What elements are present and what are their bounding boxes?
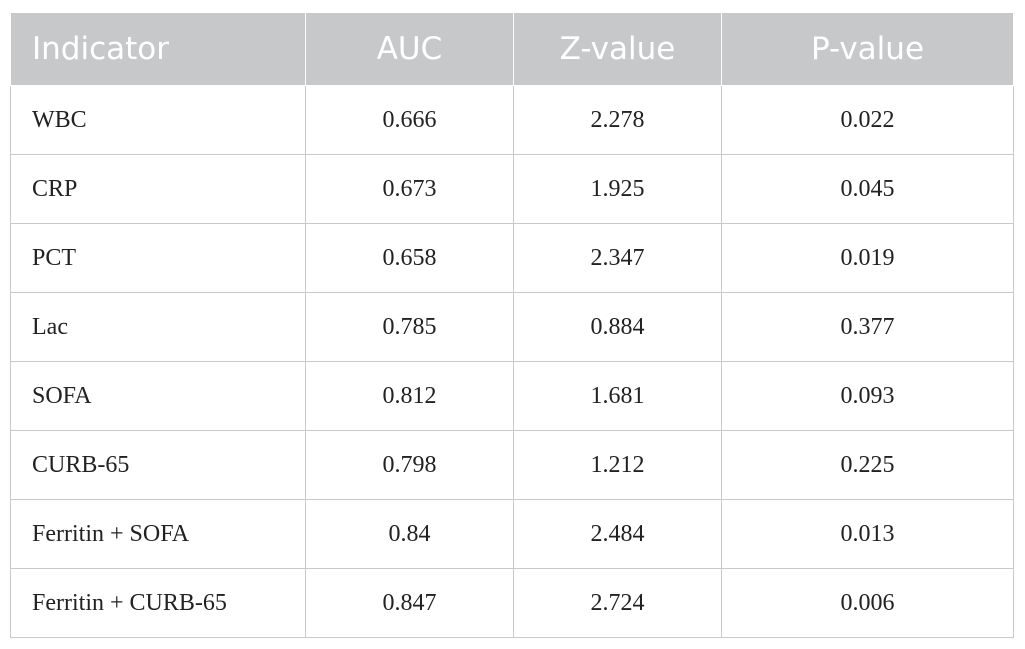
cell-auc: 0.798 bbox=[305, 430, 514, 500]
cell-auc: 0.812 bbox=[305, 361, 514, 431]
table-row: SOFA 0.812 1.681 0.093 bbox=[10, 361, 1014, 431]
cell-indicator: SOFA bbox=[10, 361, 306, 431]
cell-auc: 0.658 bbox=[305, 223, 514, 293]
cell-p-value: 0.377 bbox=[721, 292, 1014, 362]
cell-p-value: 0.022 bbox=[721, 85, 1014, 155]
cell-p-value: 0.019 bbox=[721, 223, 1014, 293]
header-auc: AUC bbox=[305, 12, 514, 86]
header-row: Indicator AUC Z-value P-value bbox=[10, 12, 1014, 86]
table-row: CRP 0.673 1.925 0.045 bbox=[10, 154, 1014, 224]
header-p-value: P-value bbox=[721, 12, 1014, 86]
table-row: Ferritin + CURB-65 0.847 2.724 0.006 bbox=[10, 568, 1014, 638]
table-header: Indicator AUC Z-value P-value bbox=[10, 12, 1014, 86]
cell-indicator: Ferritin + CURB-65 bbox=[10, 568, 306, 638]
cell-auc: 0.785 bbox=[305, 292, 514, 362]
header-indicator: Indicator bbox=[10, 12, 306, 86]
cell-z-value: 1.212 bbox=[513, 430, 722, 500]
cell-p-value: 0.225 bbox=[721, 430, 1014, 500]
cell-z-value: 2.347 bbox=[513, 223, 722, 293]
table-body: WBC 0.666 2.278 0.022 CRP 0.673 1.925 0.… bbox=[10, 85, 1014, 638]
cell-auc: 0.666 bbox=[305, 85, 514, 155]
table-row: CURB-65 0.798 1.212 0.225 bbox=[10, 430, 1014, 500]
cell-z-value: 2.278 bbox=[513, 85, 722, 155]
data-table-container: Indicator AUC Z-value P-value WBC 0.666 … bbox=[10, 12, 1014, 638]
cell-auc: 0.673 bbox=[305, 154, 514, 224]
table-row: WBC 0.666 2.278 0.022 bbox=[10, 85, 1014, 155]
cell-p-value: 0.093 bbox=[721, 361, 1014, 431]
cell-indicator: PCT bbox=[10, 223, 306, 293]
table-row: PCT 0.658 2.347 0.019 bbox=[10, 223, 1014, 293]
cell-z-value: 1.681 bbox=[513, 361, 722, 431]
cell-p-value: 0.006 bbox=[721, 568, 1014, 638]
cell-indicator: Lac bbox=[10, 292, 306, 362]
auc-comparison-table: Indicator AUC Z-value P-value WBC 0.666 … bbox=[10, 12, 1014, 638]
cell-z-value: 2.724 bbox=[513, 568, 722, 638]
cell-indicator: CRP bbox=[10, 154, 306, 224]
cell-indicator: Ferritin + SOFA bbox=[10, 499, 306, 569]
cell-indicator: WBC bbox=[10, 85, 306, 155]
cell-z-value: 1.925 bbox=[513, 154, 722, 224]
header-z-value: Z-value bbox=[513, 12, 722, 86]
cell-auc: 0.84 bbox=[305, 499, 514, 569]
cell-p-value: 0.045 bbox=[721, 154, 1014, 224]
cell-indicator: CURB-65 bbox=[10, 430, 306, 500]
cell-z-value: 2.484 bbox=[513, 499, 722, 569]
table-row: Lac 0.785 0.884 0.377 bbox=[10, 292, 1014, 362]
table-row: Ferritin + SOFA 0.84 2.484 0.013 bbox=[10, 499, 1014, 569]
cell-auc: 0.847 bbox=[305, 568, 514, 638]
cell-z-value: 0.884 bbox=[513, 292, 722, 362]
cell-p-value: 0.013 bbox=[721, 499, 1014, 569]
